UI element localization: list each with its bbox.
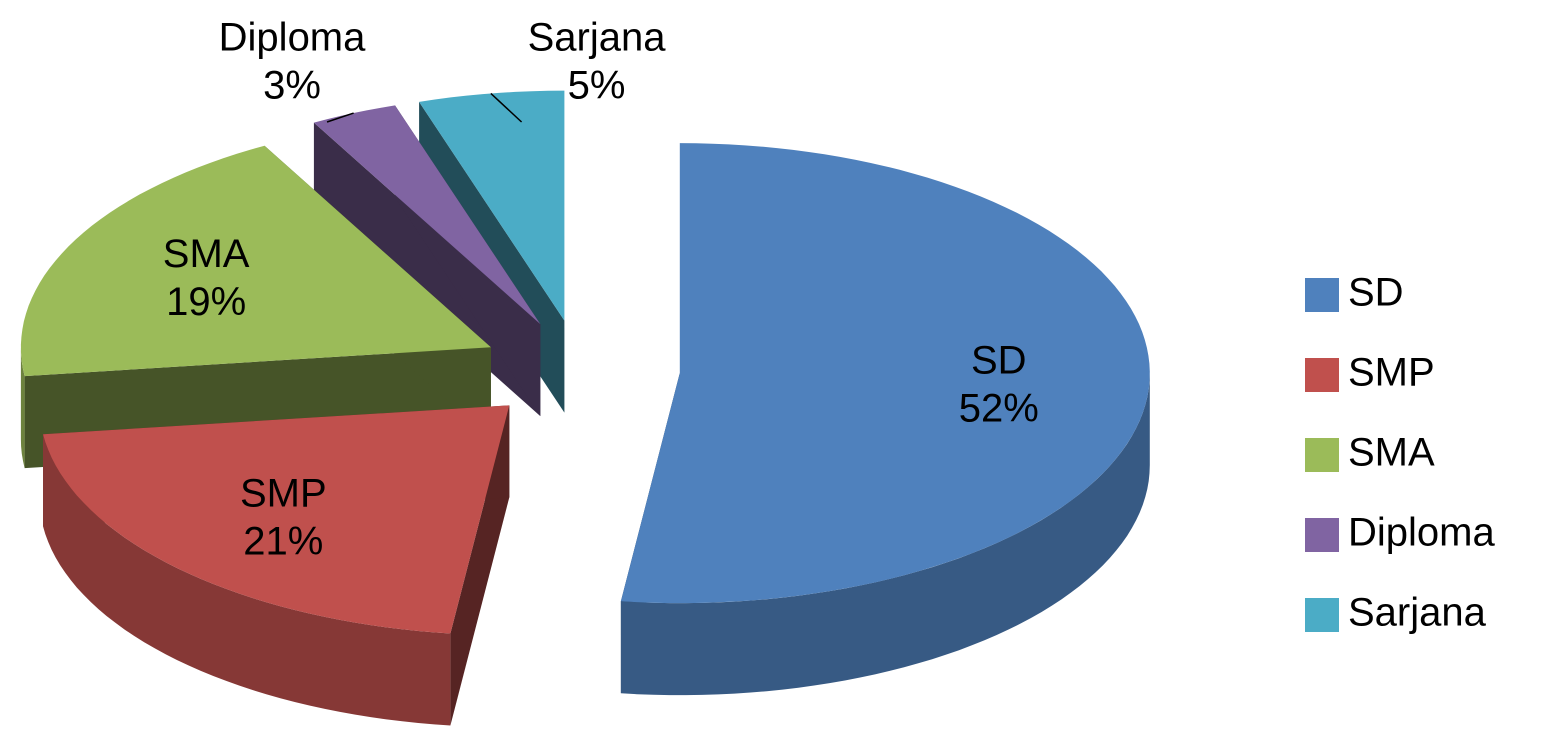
legend-swatch	[1305, 598, 1339, 632]
slice-top	[20, 145, 491, 377]
slice-side	[20, 347, 25, 469]
data-label-value: 19%	[166, 280, 246, 324]
data-label-name: SD	[971, 339, 1027, 383]
legend-label: Sarjana	[1348, 591, 1487, 635]
data-label-name: SMP	[240, 472, 327, 516]
slice	[43, 405, 510, 726]
leader-line	[490, 92, 523, 123]
slice-top	[419, 90, 565, 321]
data-label-value: 3%	[263, 64, 321, 108]
slice	[620, 143, 1150, 696]
slice-top	[43, 405, 510, 634]
legend-swatch	[1305, 358, 1339, 392]
legend-label: SD	[1348, 271, 1404, 315]
data-label-value: 21%	[243, 520, 323, 564]
data-label-name: Diploma	[219, 16, 366, 60]
legend-label: SMA	[1348, 431, 1435, 475]
data-label-name: SMA	[163, 232, 250, 276]
slice-side	[620, 373, 1150, 696]
data-label-name: Sarjana	[528, 16, 667, 60]
slice-side	[43, 434, 451, 726]
legend-label: Diploma	[1348, 511, 1495, 555]
legend-swatch	[1305, 278, 1339, 312]
legend-swatch	[1305, 518, 1339, 552]
data-label-value: 52%	[959, 387, 1039, 431]
slice-top	[620, 143, 1150, 604]
slice-top	[313, 105, 541, 325]
legend-label: SMP	[1348, 351, 1435, 395]
leader-line	[326, 112, 354, 123]
data-label-value: 5%	[568, 64, 626, 108]
legend-swatch	[1305, 438, 1339, 472]
